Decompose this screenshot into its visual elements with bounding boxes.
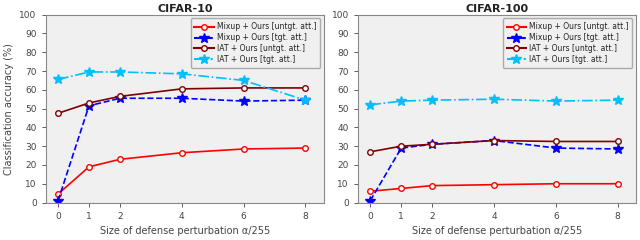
Legend: Mixup + Ours [untgt. att.], Mixup + Ours [tgt. att.], IAT + Ours [untgt. att.], : Mixup + Ours [untgt. att.], Mixup + Ours… bbox=[191, 18, 320, 68]
Legend: Mixup + Ours [untgt. att.], Mixup + Ours [tgt. att.], IAT + Ours [untgt. att.], : Mixup + Ours [untgt. att.], Mixup + Ours… bbox=[503, 18, 632, 68]
X-axis label: Size of defense perturbation α/255: Size of defense perturbation α/255 bbox=[100, 226, 270, 236]
X-axis label: Size of defense perturbation α/255: Size of defense perturbation α/255 bbox=[412, 226, 582, 236]
Title: CIFAR-10: CIFAR-10 bbox=[157, 4, 212, 14]
Y-axis label: Classification accuracy (%): Classification accuracy (%) bbox=[4, 43, 14, 174]
Title: CIFAR-100: CIFAR-100 bbox=[465, 4, 529, 14]
